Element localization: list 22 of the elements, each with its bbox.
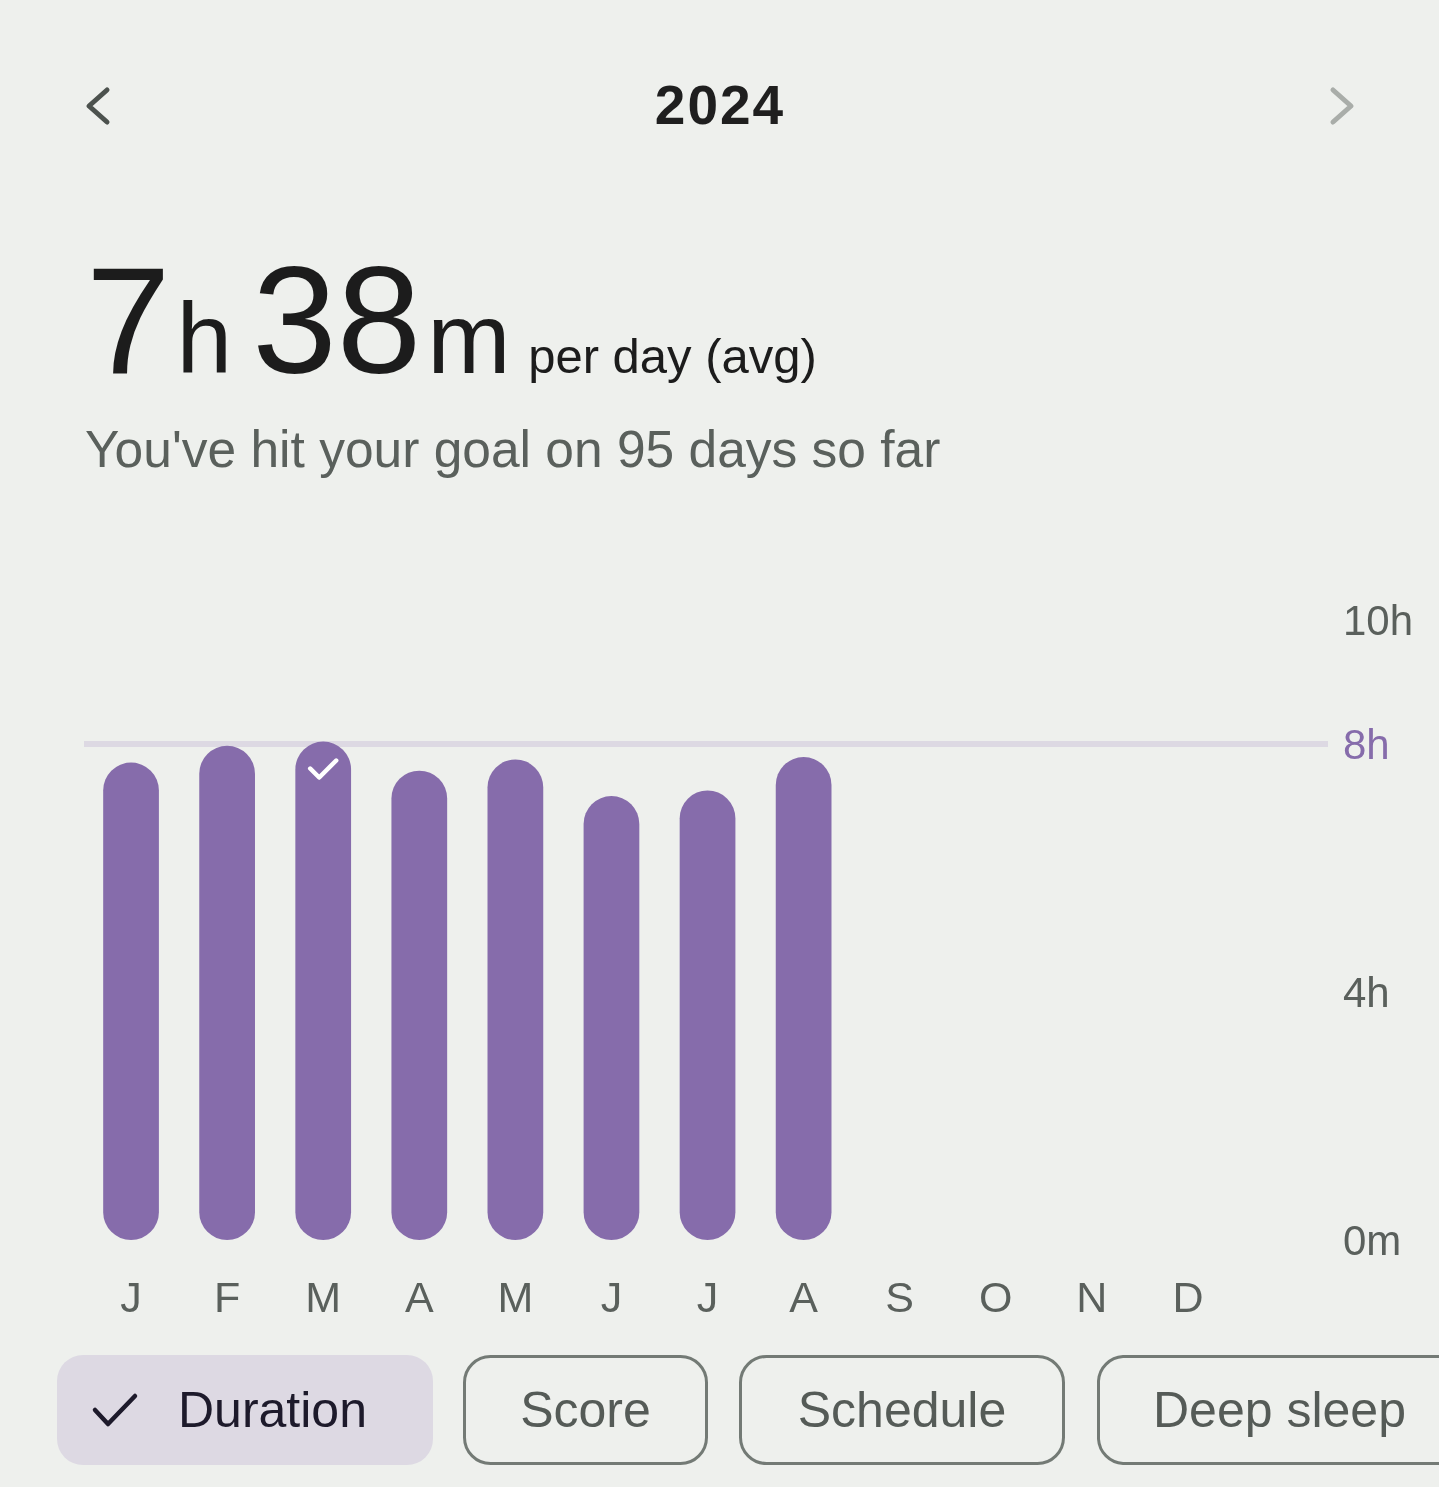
x-tick-label: M xyxy=(305,1273,342,1321)
text: Duration xyxy=(178,1382,367,1438)
x-tick-label: M xyxy=(497,1273,534,1321)
x-tick-label: J xyxy=(696,1273,719,1321)
ref-line-label: 8h xyxy=(1343,721,1390,769)
x-tick-label: S xyxy=(885,1273,915,1321)
chart-title: 2024 xyxy=(654,74,786,136)
y-tick-label: 10h xyxy=(1343,597,1414,645)
x-tick-label: F xyxy=(213,1273,241,1321)
y-tick-label: 0m xyxy=(1343,1217,1402,1265)
text: Score xyxy=(520,1382,651,1438)
text: Schedule xyxy=(797,1382,1007,1438)
x-tick-label: O xyxy=(979,1273,1013,1321)
y-tick-label: 4h xyxy=(1343,969,1390,1017)
text: You've hit your goal on 95 days so far xyxy=(85,420,941,478)
text: Deep sleep xyxy=(1153,1382,1406,1438)
x-tick-label: A xyxy=(404,1273,434,1321)
x-tick-label: D xyxy=(1172,1273,1204,1321)
x-tick-label: J xyxy=(120,1273,142,1321)
x-tick-label: N xyxy=(1076,1273,1108,1321)
x-tick-label: J xyxy=(600,1273,623,1321)
x-tick-label: A xyxy=(789,1273,819,1321)
